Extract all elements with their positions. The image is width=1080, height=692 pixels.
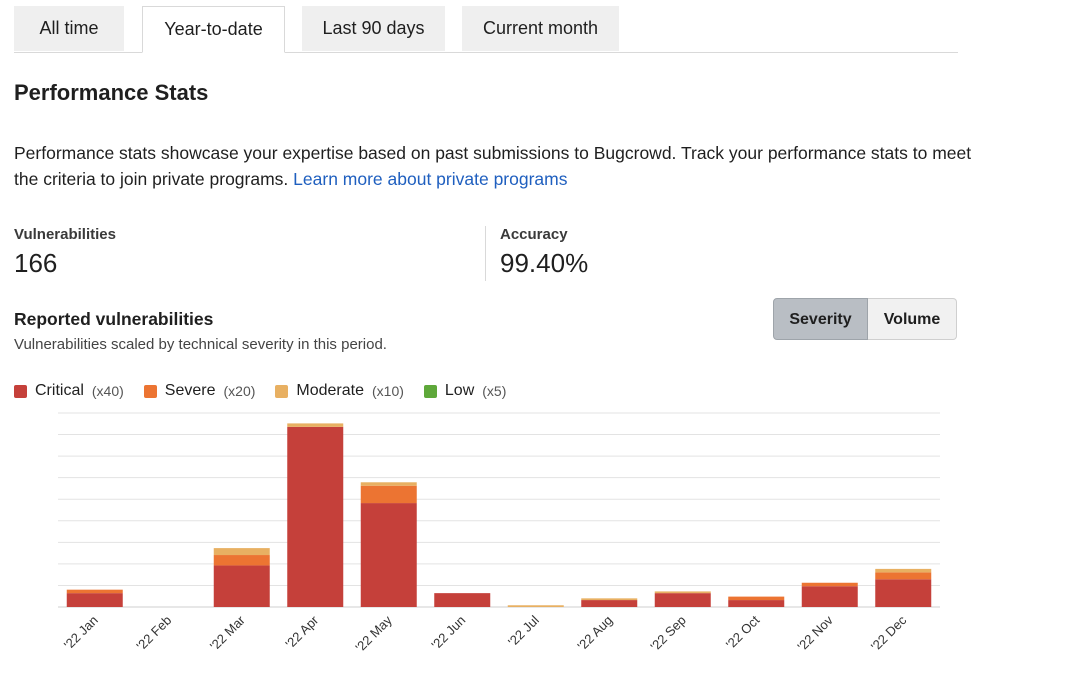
bar-segment-moderate[interactable]	[654, 591, 711, 594]
bar-segment-moderate[interactable]	[875, 568, 932, 573]
legend-label-low: Low	[444, 382, 475, 399]
legend-swatch-critical	[14, 384, 27, 398]
x-tick-label: '22 Jan	[61, 613, 101, 653]
legend-swatch-moderate	[275, 384, 289, 398]
bar-segment-moderate[interactable]	[507, 605, 564, 607]
bar-segment-critical[interactable]	[875, 579, 932, 607]
description-text: Performance stats showcase your expertis…	[14, 143, 972, 189]
tab-current-month[interactable]: Current month	[462, 6, 619, 51]
legend-mult-critical: (x40)	[91, 383, 124, 399]
period-tabs: All time Year-to-date Last 90 days Curre…	[14, 6, 958, 53]
legend-label-severe: Severe	[164, 382, 216, 399]
bar-segment-severe[interactable]	[728, 596, 785, 601]
legend-swatch-severe	[143, 384, 157, 398]
description: Performance stats showcase your expertis…	[14, 140, 974, 192]
legend-critical[interactable]: Critical (x40)	[14, 382, 124, 400]
tab-year-to-date[interactable]: Year-to-date	[142, 6, 285, 53]
legend-mult-severe: (x20)	[223, 383, 256, 399]
tab-all-time[interactable]: All time	[14, 6, 124, 51]
bar-segment-moderate[interactable]	[287, 423, 344, 427]
bar-segment-severe[interactable]	[360, 485, 417, 504]
bar-segment-severe[interactable]	[801, 582, 858, 587]
chart-mode-toggle: Severity Volume	[773, 298, 957, 340]
legend-label-critical: Critical	[35, 382, 84, 399]
legend-label-moderate: Moderate	[296, 382, 364, 399]
accuracy-label: Accuracy	[500, 226, 568, 243]
page-title: Performance Stats	[14, 80, 209, 105]
accuracy-value: 99.40%	[500, 248, 589, 278]
severity-button[interactable]: Severity	[773, 298, 868, 340]
bar-segment-critical[interactable]	[434, 593, 491, 607]
volume-button[interactable]: Volume	[868, 298, 957, 340]
x-tick-label: '22 Aug	[574, 613, 615, 654]
bar-segment-critical[interactable]	[287, 426, 344, 607]
stats-divider	[485, 226, 486, 281]
bar-segment-critical[interactable]	[213, 565, 270, 607]
bar-segment-moderate[interactable]	[581, 598, 638, 601]
chart-legend: Critical (x40) Severe (x20) Moderate (x1…	[14, 382, 506, 400]
bar-segment-moderate[interactable]	[213, 548, 270, 556]
bar-segment-critical[interactable]	[581, 600, 638, 607]
bar-segment-critical[interactable]	[801, 586, 858, 607]
bar-segment-severe[interactable]	[213, 555, 270, 566]
x-tick-label: '22 Apr	[282, 612, 321, 651]
reported-vulnerabilities-subtitle: Vulnerabilities scaled by technical seve…	[14, 336, 387, 353]
vulnerabilities-label: Vulnerabilities	[14, 226, 116, 243]
x-tick-label: '22 Sep	[647, 613, 688, 654]
x-tick-label: '22 Feb	[133, 613, 174, 654]
bar-segment-critical[interactable]	[360, 503, 417, 607]
legend-severe[interactable]: Severe (x20)	[143, 382, 256, 400]
bar-segment-critical[interactable]	[728, 600, 785, 607]
private-programs-link[interactable]: Learn more about private programs	[293, 169, 568, 189]
bar-segment-critical[interactable]	[654, 593, 711, 607]
x-tick-label: '22 May	[352, 612, 395, 655]
x-tick-label: '22 Mar	[207, 612, 248, 653]
x-tick-label: '22 Oct	[723, 612, 763, 652]
x-tick-label: '22 Jun	[428, 613, 468, 653]
x-tick-label: '22 Nov	[794, 612, 836, 654]
legend-mult-low: (x5)	[482, 383, 507, 399]
bar-segment-severe[interactable]	[66, 589, 123, 594]
vulnerabilities-value: 166	[14, 248, 58, 278]
bar-segment-critical[interactable]	[66, 593, 123, 607]
legend-mult-moderate: (x10)	[372, 383, 404, 399]
reported-vulnerabilities-title: Reported vulnerabilities	[14, 309, 214, 329]
legend-swatch-low	[423, 384, 437, 398]
x-tick-label: '22 Jul	[505, 612, 542, 649]
tab-last-90-days[interactable]: Last 90 days	[302, 6, 445, 51]
legend-low[interactable]: Low (x5)	[423, 382, 507, 400]
bar-segment-moderate[interactable]	[360, 482, 417, 486]
legend-moderate[interactable]: Moderate (x10)	[275, 382, 404, 400]
bar-segment-severe[interactable]	[875, 572, 932, 580]
vulnerabilities-bar-chart: '22 Jan '22 Feb '22 Mar '22 Apr '22 May '22 J…	[58, 412, 940, 655]
x-tick-label: '22 Dec	[868, 612, 910, 654]
